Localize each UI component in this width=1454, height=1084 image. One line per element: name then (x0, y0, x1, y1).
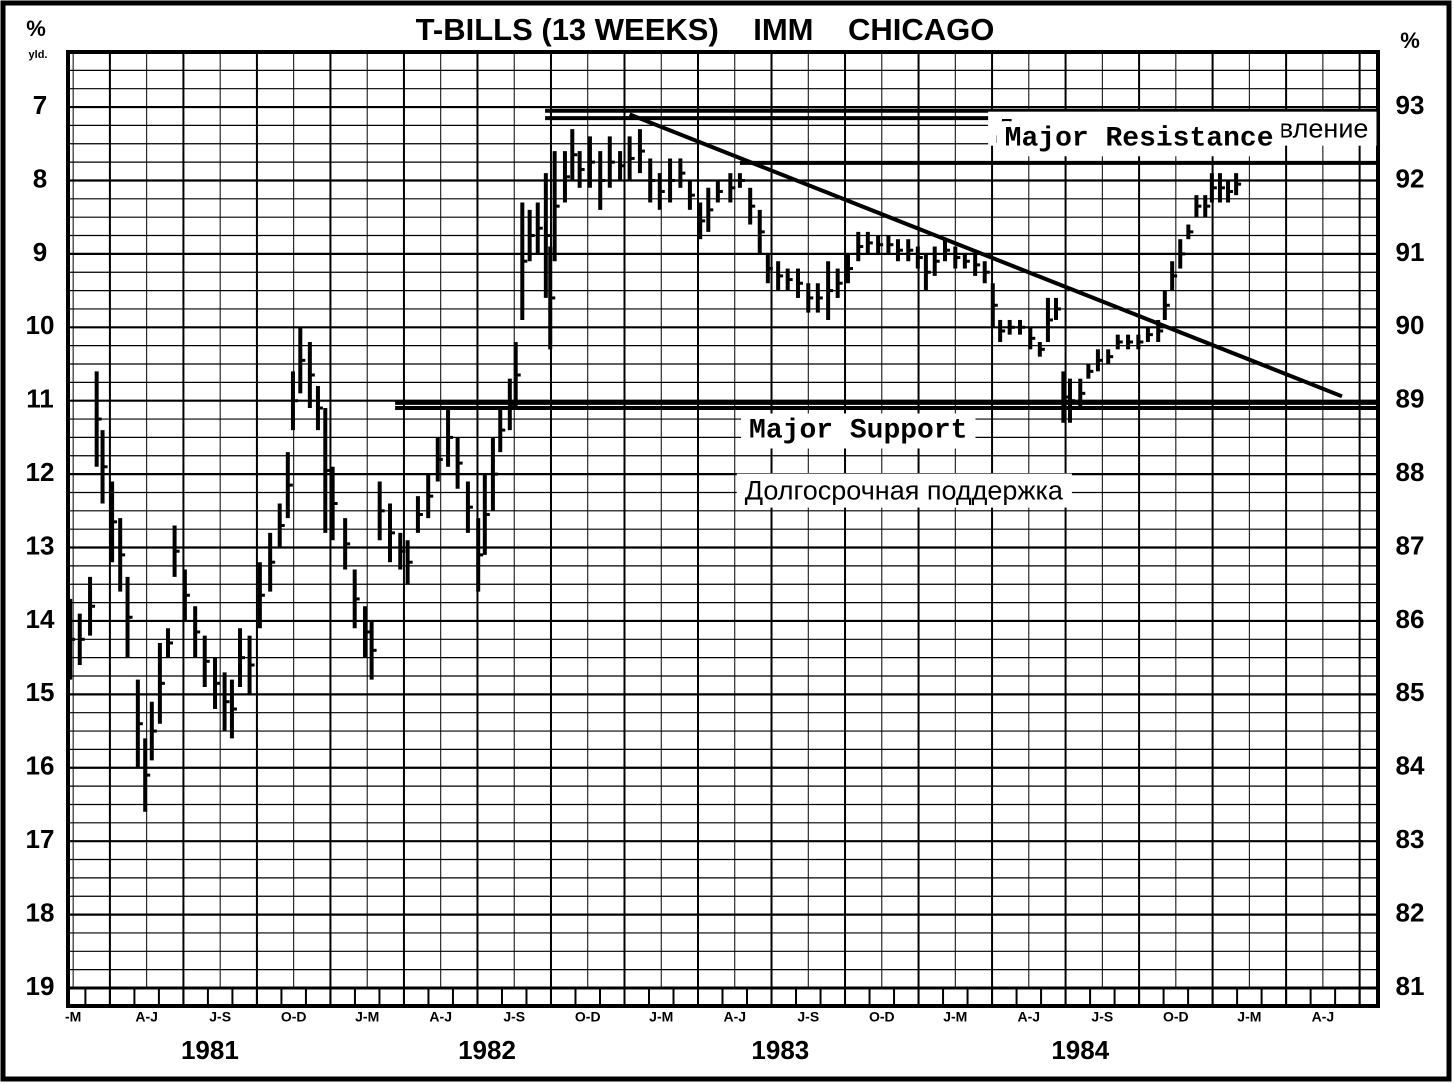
y2-tick-label: 88 (1396, 457, 1425, 487)
annotation: Major Support (749, 415, 967, 446)
y2-tick-label: 83 (1396, 824, 1425, 854)
y-tick-label: 11 (26, 384, 54, 414)
y2-tick-label: 84 (1396, 751, 1425, 781)
y2-tick-label: 92 (1396, 163, 1425, 193)
y2-tick-label: 93 (1396, 90, 1425, 120)
x-tick-label: J-M (649, 1009, 673, 1025)
y2-tick-label: 82 (1396, 897, 1425, 927)
annotation: Major Resistance (1005, 123, 1274, 154)
annotation: Долгосрочная поддержка (745, 476, 1064, 506)
y2-tick-label: 85 (1396, 677, 1425, 707)
y-tick-label: 19 (26, 971, 55, 1001)
x-tick-label: J-S (1091, 1009, 1113, 1025)
annotation-bg (996, 121, 1282, 157)
x-tick-label: -M (65, 1009, 81, 1025)
trend-line (628, 112, 1343, 399)
annotation-bg (736, 473, 1072, 508)
x-tick-label: A-J (723, 1009, 746, 1025)
y-unit-sub: yld. (29, 49, 48, 61)
y-tick-label: 18 (26, 897, 55, 927)
x-tick-label: J-S (503, 1009, 525, 1025)
x-tick-label: A-J (1018, 1009, 1041, 1025)
x-tick-label: J-M (1237, 1009, 1261, 1025)
x-tick-label: J-S (209, 1009, 231, 1025)
y2-tick-label: 89 (1396, 384, 1425, 414)
y-tick-label: 12 (26, 457, 55, 487)
y2-tick-label: 87 (1396, 530, 1425, 560)
year-label: 1984 (1051, 1035, 1109, 1065)
y-unit: % (26, 16, 46, 41)
y-tick-label: 15 (26, 677, 55, 707)
y2-tick-label: 91 (1396, 237, 1425, 267)
y-tick-label: 16 (26, 751, 55, 781)
y-tick-label: 14 (26, 604, 55, 634)
x-tick-label: O-D (575, 1009, 601, 1025)
y-tick-label: 10 (26, 310, 55, 340)
chart-title: T-BILLS (13 WEEKS) IMM CHICAGO (416, 12, 995, 47)
x-tick-label: J-S (797, 1009, 819, 1025)
x-tick-label: O-D (1163, 1009, 1189, 1025)
y-tick-label: 7 (33, 90, 47, 120)
y2-tick-label: 81 (1396, 971, 1425, 1001)
x-tick-label: O-D (869, 1009, 895, 1025)
plot-frame (66, 50, 1380, 1008)
annotation-bg (741, 413, 976, 449)
year-label: 1983 (751, 1035, 809, 1065)
y2-tick-label: 90 (1396, 310, 1425, 340)
x-tick-label: A-J (135, 1009, 158, 1025)
year-label: 1982 (458, 1035, 516, 1065)
y2-unit: % (1400, 28, 1420, 53)
x-tick-label: A-J (1312, 1009, 1335, 1025)
x-tick-label: J-M (355, 1009, 379, 1025)
x-tick-label: A-J (429, 1009, 452, 1025)
y-tick-label: 17 (26, 824, 55, 854)
y-tick-label: 8 (33, 163, 47, 193)
x-tick-label: O-D (281, 1009, 307, 1025)
y2-tick-label: 86 (1396, 604, 1425, 634)
x-tick-label: J-M (943, 1009, 967, 1025)
year-label: 1981 (181, 1035, 239, 1065)
y-tick-label: 9 (33, 237, 47, 267)
y-tick-label: 13 (26, 530, 55, 560)
